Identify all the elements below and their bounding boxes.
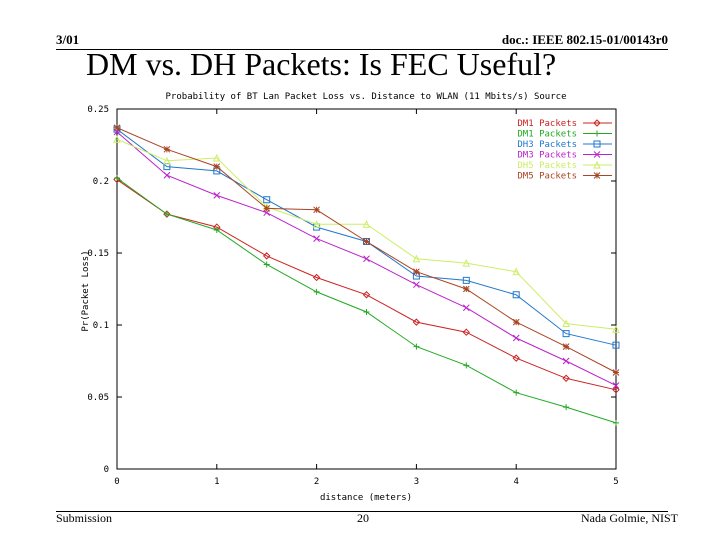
data-point-s0	[312, 273, 321, 282]
data-point-s3	[562, 357, 570, 365]
series-line-1	[116, 177, 617, 424]
data-point-s2	[512, 291, 520, 299]
legend-marker-2	[593, 140, 601, 148]
x-axis-label: distance (meters)	[320, 493, 412, 503]
slide-title: DM vs. DH Packets: Is FEC Useful?	[86, 46, 557, 82]
data-point-s5	[263, 205, 271, 212]
x-tick-label: 4	[513, 477, 518, 487]
x-tick-label: 0	[114, 477, 119, 487]
y-axis-label: Pr(Packet Loss)	[81, 250, 91, 331]
data-point-s1	[114, 175, 120, 182]
legend-marker-0	[593, 119, 601, 127]
y-tick-label: 0.1	[93, 321, 109, 331]
footer-rule	[56, 511, 668, 512]
legend-label-2: DH3 Packets	[517, 140, 577, 150]
data-point-s1	[163, 211, 170, 218]
x-tick-label: 5	[613, 477, 618, 487]
data-point-s4	[462, 258, 471, 267]
data-point-s5	[313, 206, 320, 214]
series-line-0	[116, 179, 617, 391]
legend-label-1: DM1 Packets	[517, 130, 577, 140]
legend-marker-3	[593, 151, 601, 158]
header-date: 3/01	[56, 32, 80, 47]
data-point-s4	[562, 319, 570, 328]
data-point-s0	[512, 354, 520, 362]
data-point-s0	[562, 374, 570, 382]
data-point-s4	[512, 267, 521, 276]
legend-label-4: DH5 Packets	[517, 161, 577, 171]
data-point-s5	[462, 285, 470, 293]
data-point-s2	[612, 341, 620, 349]
data-point-s0	[262, 252, 271, 260]
data-point-s2	[462, 276, 470, 284]
data-point-s4	[412, 254, 421, 263]
data-point-s3	[313, 235, 320, 242]
data-point-s5	[113, 124, 121, 132]
data-point-s0	[362, 291, 371, 299]
y-tick-label: 0.15	[87, 249, 109, 259]
data-point-s5	[562, 343, 570, 350]
data-point-s3	[612, 382, 620, 389]
x-tick-label: 3	[414, 477, 419, 487]
data-point-s4	[362, 220, 371, 228]
data-point-s2	[562, 330, 570, 338]
y-tick-label: 0.2	[93, 177, 109, 187]
data-point-s0	[612, 386, 620, 394]
footer-page-number: 20	[357, 511, 369, 525]
data-point-s3	[413, 281, 420, 289]
y-tick-label: 0	[104, 465, 109, 475]
data-point-s4	[312, 220, 321, 228]
legend-marker-4	[593, 160, 601, 169]
data-point-s1	[513, 389, 520, 396]
data-point-s2	[263, 196, 271, 204]
data-point-s5	[413, 268, 420, 276]
data-point-s0	[412, 318, 421, 326]
data-point-s4	[113, 135, 121, 143]
y-tick-label: 0.05	[87, 393, 109, 403]
data-point-s1	[613, 419, 619, 426]
header-document-id: doc.: IEEE 802.15-01/00143r0	[501, 32, 668, 47]
data-point-s1	[263, 261, 270, 268]
data-point-s5	[612, 369, 620, 376]
data-point-s3	[213, 192, 221, 199]
data-point-s5	[512, 318, 520, 326]
legend-label-3: DM3 Packets	[517, 151, 577, 161]
data-point-s3	[462, 304, 470, 312]
footer-submission: Submission	[56, 511, 113, 525]
data-point-s5	[163, 145, 171, 153]
data-point-s3	[363, 255, 370, 263]
legend-marker-1	[594, 130, 600, 137]
legend-label-5: DM5 Packets	[517, 172, 577, 182]
legend-label-0: DM1 Packets	[517, 119, 577, 129]
chart-title: Probability of BT Lan Packet Loss vs. Di…	[166, 92, 567, 102]
data-point-s5	[213, 163, 221, 170]
x-tick-label: 1	[214, 477, 219, 487]
data-point-s1	[563, 404, 570, 411]
data-point-s3	[163, 171, 171, 179]
data-point-s0	[462, 328, 471, 336]
data-point-s3	[512, 334, 520, 342]
data-point-s4	[212, 153, 221, 162]
legend-marker-5	[593, 172, 601, 179]
data-point-s1	[363, 309, 370, 316]
data-point-s1	[463, 362, 470, 369]
footer-author: Nada Golmie, NIST	[581, 511, 678, 525]
x-tick-label: 2	[314, 477, 319, 487]
y-tick-label: 0.25	[87, 105, 109, 115]
series-line-4	[116, 138, 617, 330]
header-rule	[56, 49, 668, 50]
plot-frame	[116, 108, 617, 470]
data-point-s1	[213, 226, 220, 233]
data-point-s5	[363, 238, 370, 245]
data-point-s4	[612, 325, 620, 333]
data-point-s1	[313, 288, 320, 295]
data-point-s1	[413, 343, 420, 350]
data-point-s4	[163, 156, 171, 165]
